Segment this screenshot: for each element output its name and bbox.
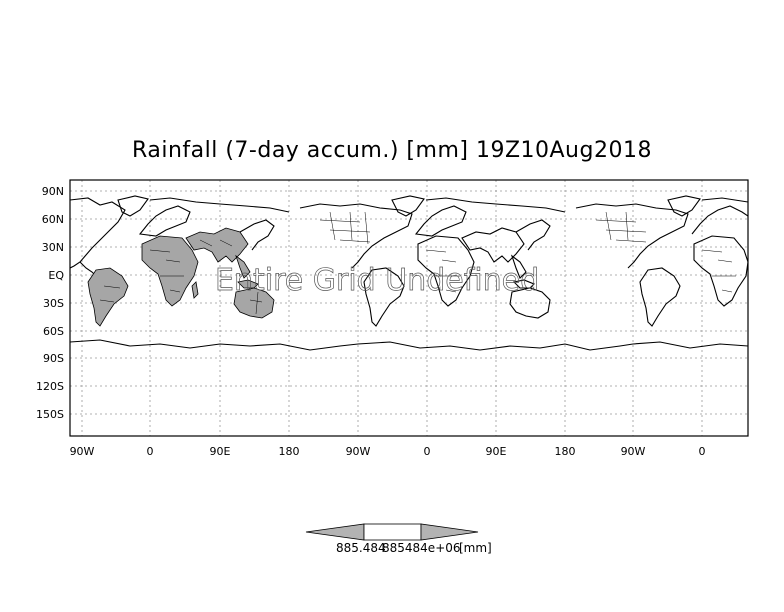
lon-tick-label: 90W <box>70 445 95 458</box>
gridlines <box>70 180 748 436</box>
colorbar-label-right: 885484e+06 <box>382 541 461 555</box>
continents-shaded <box>70 195 359 351</box>
lon-tick-label: 90W <box>346 445 371 458</box>
colorbar-left-triangle <box>305 523 365 541</box>
colorbar: 885.484 885484e+06 [mm] <box>305 523 492 555</box>
lat-tick-label: 30S <box>43 297 64 310</box>
map-title: Rainfall (7-day accum.) [mm] 19Z10Aug201… <box>132 138 652 163</box>
lon-tick-label: 180 <box>279 445 300 458</box>
lat-tick-label: 90N <box>42 185 64 198</box>
continents-outline-right <box>575 195 748 349</box>
lon-tick-label: 0 <box>699 445 706 458</box>
map-frame <box>69 179 749 437</box>
lat-tick-label: 90S <box>43 352 64 365</box>
lat-tick-label: 60S <box>43 325 64 338</box>
colorbar-right-triangle <box>420 523 479 541</box>
continents-outline <box>299 195 634 351</box>
lat-tick-label: 30N <box>42 241 64 254</box>
colorbar-unit: [mm] <box>459 541 492 555</box>
colorbar-middle-box <box>363 523 422 541</box>
lat-tick-label: 60N <box>42 213 64 226</box>
lon-tick-label: 90W <box>621 445 646 458</box>
lat-tick-label: 150S <box>36 408 64 421</box>
lon-tick-label: 180 <box>555 445 576 458</box>
lon-tick-label: 90E <box>210 445 231 458</box>
lon-tick-label: 0 <box>147 445 154 458</box>
lat-tick-label: 120S <box>36 380 64 393</box>
lon-tick-label: 90E <box>486 445 507 458</box>
lat-tick-label: EQ <box>48 269 64 282</box>
latitude-axis: 90N 60N 30N EQ 30S 60S 90S 120S 150S <box>36 185 64 421</box>
longitude-axis: 90W 0 90E 180 90W 0 90E 180 90W 0 <box>70 445 706 458</box>
watermark-text: Entire Grid Undefined <box>215 263 539 298</box>
lon-tick-label: 0 <box>424 445 431 458</box>
colorbar-label-left: 885.484 <box>336 541 386 555</box>
